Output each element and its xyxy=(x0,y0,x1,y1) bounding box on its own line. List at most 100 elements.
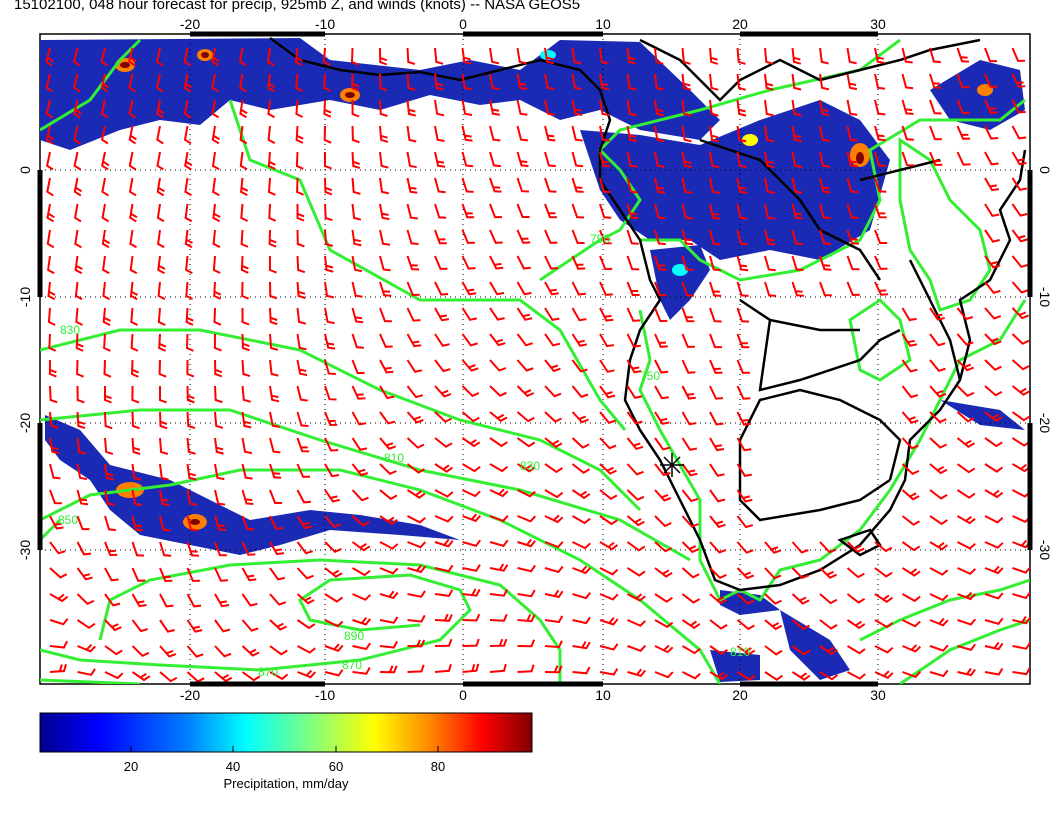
wind-barb xyxy=(104,541,118,557)
frame-bars xyxy=(37,31,1033,687)
wind-barb xyxy=(709,203,721,220)
wind-barb xyxy=(379,640,398,649)
wind-barb xyxy=(1011,177,1027,191)
wind-barb xyxy=(1012,616,1030,625)
wind-barb xyxy=(324,619,344,628)
wind-barb xyxy=(379,125,389,143)
geopotential-contours xyxy=(40,38,1030,684)
wind-barb xyxy=(599,203,612,219)
wind-barb xyxy=(929,593,949,602)
wind-barb xyxy=(626,567,646,577)
wind-barb xyxy=(929,411,947,424)
wind-barb xyxy=(351,203,362,221)
wind-barb xyxy=(626,333,641,348)
wind-barb xyxy=(599,593,619,601)
wind-barb xyxy=(571,359,588,373)
wind-barb xyxy=(297,669,317,679)
wind-barb xyxy=(379,567,399,575)
wind-barb xyxy=(901,541,921,552)
wind-barb xyxy=(129,203,138,223)
wind-barb xyxy=(626,255,640,271)
wind-barb xyxy=(654,177,666,194)
wind-barb xyxy=(571,463,591,474)
wind-barb xyxy=(104,489,115,506)
wind-barb xyxy=(627,619,646,627)
wind-barb xyxy=(764,177,775,194)
wind-barb xyxy=(462,613,481,622)
wind-barb xyxy=(544,589,564,599)
wind-barb xyxy=(241,541,256,556)
wind-barb xyxy=(901,437,919,450)
wind-barb xyxy=(407,564,426,574)
wind-barb xyxy=(352,593,371,601)
wind-barb xyxy=(599,489,618,501)
wind-barb xyxy=(489,539,509,547)
wind-barb xyxy=(572,591,591,600)
wind-barb xyxy=(434,359,451,373)
wind-barb xyxy=(212,255,221,274)
wind-barb xyxy=(434,73,444,91)
wind-barb xyxy=(682,671,701,680)
wind-barb xyxy=(956,99,970,115)
wind-barb xyxy=(819,203,831,220)
wind-barb xyxy=(902,619,921,628)
wind-barb xyxy=(956,437,975,449)
wind-barb xyxy=(214,411,224,429)
wind-barb xyxy=(48,359,57,378)
wind-barb xyxy=(128,177,137,197)
wind-barb xyxy=(185,281,194,300)
wind-barb xyxy=(489,203,502,219)
wind-barb xyxy=(544,411,562,423)
wind-barb xyxy=(929,541,949,551)
wind-barb xyxy=(351,515,370,527)
wind-barb xyxy=(379,411,396,425)
wind-barb xyxy=(791,99,802,117)
contour-label: 870 xyxy=(342,658,362,672)
wind-barb xyxy=(516,151,529,167)
wind-barb xyxy=(324,669,344,677)
wind-barb xyxy=(901,307,917,322)
wind-barb xyxy=(572,616,591,625)
wind-barb xyxy=(268,229,277,248)
wind-barb xyxy=(45,47,54,67)
wind-barb xyxy=(929,489,948,500)
wind-barb xyxy=(322,47,331,66)
lon-tick: 10 xyxy=(595,16,611,32)
wind-barb xyxy=(516,463,536,473)
wind-barb xyxy=(407,614,426,623)
wind-barb xyxy=(434,564,454,573)
wind-barb xyxy=(489,488,509,498)
wind-barb xyxy=(269,281,278,300)
wind-barb xyxy=(49,489,62,505)
wind-barb xyxy=(49,541,66,555)
lat-ticks-right: 0 -10 -20 -30 xyxy=(1037,166,1053,560)
wind-barb xyxy=(599,617,619,626)
wind-barb xyxy=(74,229,82,249)
contour-label: 810 xyxy=(730,645,750,659)
lat-tick: -20 xyxy=(17,413,33,433)
wind-barb xyxy=(571,411,589,424)
wind-barb xyxy=(46,229,55,249)
wind-barb xyxy=(49,515,64,530)
wind-barb xyxy=(571,47,582,65)
wind-barb xyxy=(131,515,144,532)
wind-barb xyxy=(709,541,727,554)
wind-barb xyxy=(489,229,503,244)
wind-barb xyxy=(461,229,475,244)
wind-barb xyxy=(599,515,618,526)
wind-barb xyxy=(104,386,112,404)
wind-barb xyxy=(379,437,397,450)
wind-barb xyxy=(269,437,281,454)
wind-barb xyxy=(626,437,644,451)
wind-barb xyxy=(73,125,81,145)
wind-barb xyxy=(489,47,500,65)
wind-barb xyxy=(1012,566,1030,574)
lon-tick: 20 xyxy=(732,687,748,703)
colorbar-label: Precipitation, mm/day xyxy=(223,776,349,791)
lat-tick: -20 xyxy=(1037,413,1053,433)
wind-barb xyxy=(131,593,147,608)
contour-label: 890 xyxy=(344,629,364,643)
wind-barb xyxy=(461,99,473,116)
wind-barb xyxy=(159,671,178,683)
wind-barb xyxy=(489,307,505,321)
